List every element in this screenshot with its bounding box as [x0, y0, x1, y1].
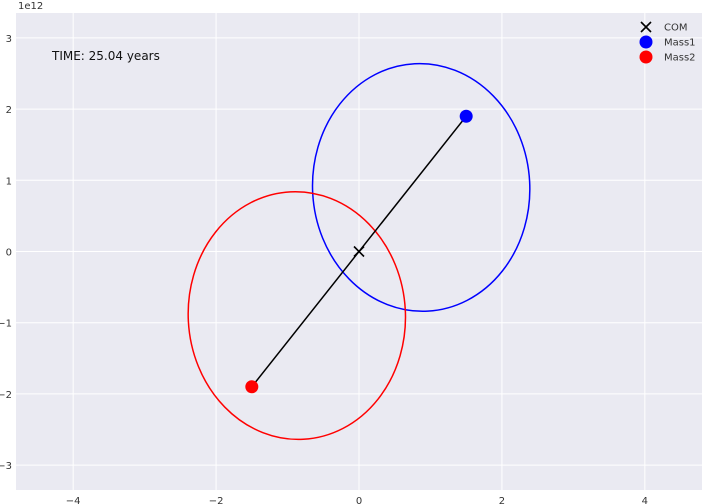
legend-label: Mass2	[664, 53, 696, 64]
mass-marker	[459, 109, 473, 123]
y-tick-label: 1	[6, 176, 12, 187]
x-tick-label: −2	[209, 496, 224, 504]
legend-label: COM	[664, 23, 687, 34]
y-tick-label: −3	[0, 461, 12, 472]
y-offset-label: 1e12	[18, 1, 43, 12]
mass-marker	[245, 380, 259, 394]
y-tick-label: −2	[0, 390, 12, 401]
time-annotation: TIME: 25.04 years	[51, 49, 160, 63]
y-tick-label: 0	[6, 248, 12, 259]
legend-marker	[640, 21, 652, 33]
y-tick-label: 3	[6, 34, 12, 45]
orbit-path	[187, 190, 407, 441]
x-tick-label: 2	[499, 496, 505, 504]
x-tick-label: 0	[356, 496, 362, 504]
com-marker	[353, 245, 365, 258]
legend-label: Mass1	[664, 38, 696, 49]
legend-marker	[639, 50, 653, 64]
x-tick-label: −4	[66, 496, 81, 504]
legend-marker	[639, 35, 653, 49]
y-tick-label: 2	[6, 105, 12, 116]
x-tick-label: 4	[642, 496, 648, 504]
y-tick-label: −1	[0, 319, 12, 330]
